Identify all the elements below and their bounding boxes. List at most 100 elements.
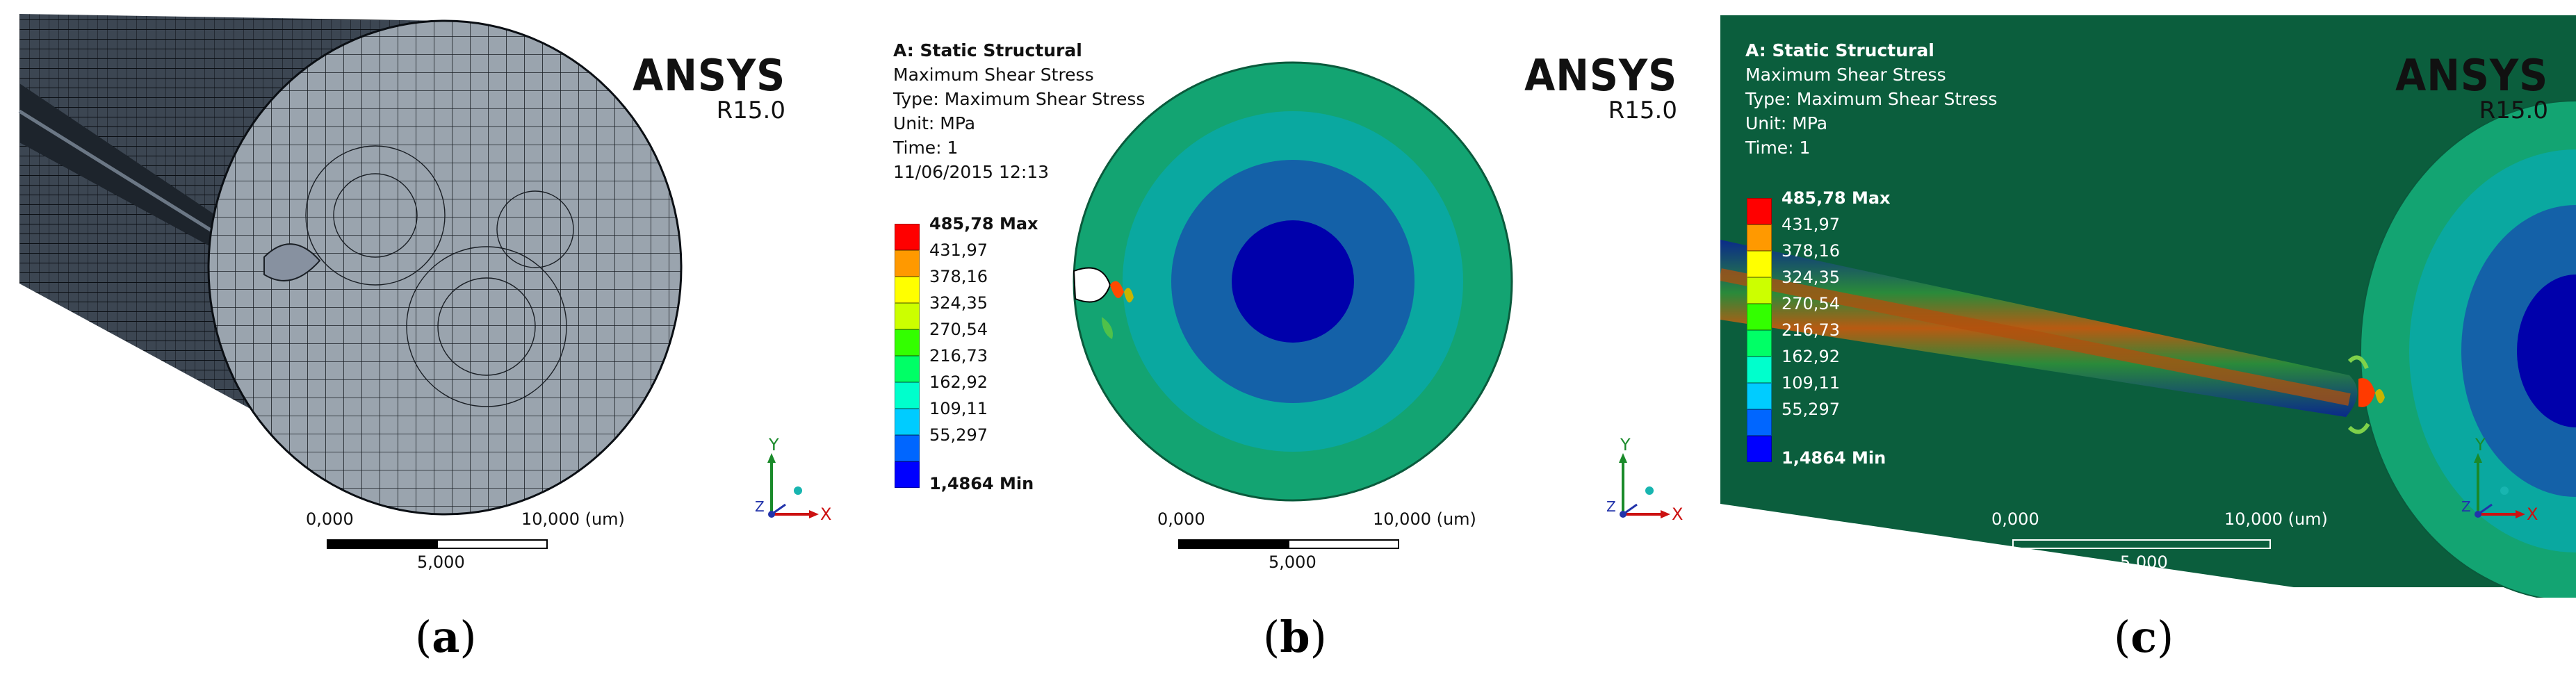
legend-swatch (1747, 304, 1772, 330)
legend-label: 431,97 (1782, 215, 1840, 234)
end-face-core (2517, 275, 2576, 427)
result-unit: Unit: MPa (1745, 113, 1828, 133)
legend-label: 216,73 (1782, 320, 1840, 340)
scale-mid-label: 5,000 (2120, 552, 2168, 572)
contour-section-view (1073, 61, 1513, 502)
legend-label: 270,54 (1782, 294, 1840, 313)
axis-y-label: Y (2475, 438, 2486, 454)
scale-left-label: 0,000 (1157, 509, 1205, 529)
axis-z-label: Z (1606, 498, 1616, 515)
ansys-logo: ANSYS R15.0 (2382, 50, 2548, 124)
panel-a: ANSYS R15.0 0,000 10,000 (um) 5,000 Y Z … (0, 0, 834, 662)
caption-b-letter: b (1280, 612, 1310, 662)
scale-right-label: 10,000 (um) (2224, 509, 2328, 529)
panel-b: A: Static Structural Maximum Shear Stres… (851, 0, 1706, 662)
legend-swatch (895, 250, 920, 277)
legend-swatch (895, 277, 920, 303)
legend-label: 485,78 Max (929, 214, 1038, 234)
scale-bar: 0,000 10,000 (um) 5,000 (1157, 509, 1477, 572)
caption-a: (a) (415, 612, 477, 662)
scale-bar-dark (327, 539, 438, 549)
axis-x-label: X (2527, 505, 2538, 524)
legend-label: 55,297 (929, 425, 988, 445)
legend-swatch (1747, 251, 1772, 277)
legend-label: 431,97 (929, 240, 988, 260)
legend-swatch (895, 329, 920, 356)
caption-a-letter: a (432, 612, 460, 662)
legend-swatch (1747, 277, 1772, 304)
scale-right-label: 10,000 (um) (1373, 509, 1476, 529)
axis-triad: Y Z X (2461, 438, 2538, 524)
legend-swatch (895, 382, 920, 409)
scale-right-label: 10,000 (um) (521, 509, 625, 529)
notch (1073, 267, 1111, 303)
axis-triad: Y Z X (755, 438, 831, 524)
legend-swatch (1747, 198, 1772, 224)
legend-label: 1,4864 Min (929, 474, 1034, 493)
scale-mid-label: 5,000 (1269, 552, 1316, 572)
legend-swatch (895, 356, 920, 382)
axis-y-label: Y (768, 438, 779, 454)
legend-label: 216,73 (929, 346, 988, 366)
legend-label: 378,16 (1782, 241, 1840, 261)
contour-band-core (1232, 220, 1354, 343)
legend-swatch (895, 435, 920, 461)
legend-label: 1,4864 Min (1782, 448, 1886, 468)
result-date: 11/06/2015 12:13 (893, 162, 1050, 182)
scale-bar: 0,000 10,000 (um) 5,000 (1991, 509, 2328, 572)
scale-bar-outline (2012, 539, 2271, 549)
ansys-version: R15.0 (1608, 97, 1677, 124)
legend-swatch (1747, 224, 1772, 251)
result-name: Maximum Shear Stress (1745, 65, 1946, 85)
result-type: Type: Maximum Shear Stress (893, 89, 1146, 109)
axis-x-label: X (1672, 505, 1683, 524)
ansys-logo: ANSYS R15.0 (619, 50, 785, 124)
scale-left-label: 0,000 (1991, 509, 2039, 529)
result-unit: Unit: MPa (893, 113, 976, 133)
axis-triad: Y Z X (1606, 438, 1683, 524)
legend-swatch (895, 224, 920, 250)
ansys-wordmark: ANSYS (633, 50, 785, 101)
legend-swatch (1747, 383, 1772, 409)
scale-bar-dark (1178, 539, 1289, 549)
ansys-version: R15.0 (2479, 97, 2548, 124)
end-face (207, 19, 683, 516)
legend-swatch (1747, 357, 1772, 383)
legend-label: 55,297 (1782, 400, 1840, 419)
caption-c-letter: c (2130, 612, 2157, 662)
scale-bar-light (437, 539, 548, 549)
analysis-title: A: Static Structural (1745, 40, 1934, 60)
result-time: Time: 1 (1745, 138, 1811, 158)
ansys-logo: ANSYS R15.0 (1511, 50, 1677, 124)
analysis-title: A: Static Structural (893, 40, 1082, 60)
result-name: Maximum Shear Stress (893, 65, 1094, 85)
cylinder-body (1720, 15, 2576, 587)
legend-swatch (895, 409, 920, 435)
legend-label: 378,16 (929, 267, 988, 286)
legend-label: 109,11 (1782, 373, 1840, 393)
legend-label: 162,92 (929, 372, 988, 392)
legend-swatch (895, 461, 920, 488)
mesh-view (18, 14, 683, 516)
legend-swatch (1747, 409, 1772, 436)
legend-swatch (1747, 436, 1772, 462)
legend-label: 109,11 (929, 399, 988, 418)
scale-bar-light (1288, 539, 1399, 549)
legend-label: 270,54 (929, 320, 988, 339)
legend-label: 324,35 (1782, 268, 1840, 287)
axis-y-label: Y (1620, 438, 1631, 454)
contour-3d-view (1720, 15, 2576, 598)
ansys-wordmark: ANSYS (2395, 50, 2548, 101)
caption-b: (b) (1263, 612, 1327, 662)
ansys-version: R15.0 (716, 97, 785, 124)
scale-bar: 0,000 10,000 (um) 5,000 (306, 509, 626, 572)
scale-mid-label: 5,000 (417, 552, 465, 572)
result-info-block: A: Static Structural Maximum Shear Stres… (1745, 38, 1997, 160)
scale-left-label: 0,000 (306, 509, 354, 529)
legend-swatch (1747, 330, 1772, 357)
result-time: Time: 1 (893, 138, 959, 158)
axis-x-label: X (820, 505, 831, 524)
ansys-wordmark: ANSYS (1524, 50, 1677, 101)
panel-c: A: Static Structural Maximum Shear Stres… (1720, 0, 2576, 662)
legend-swatch (895, 303, 920, 329)
